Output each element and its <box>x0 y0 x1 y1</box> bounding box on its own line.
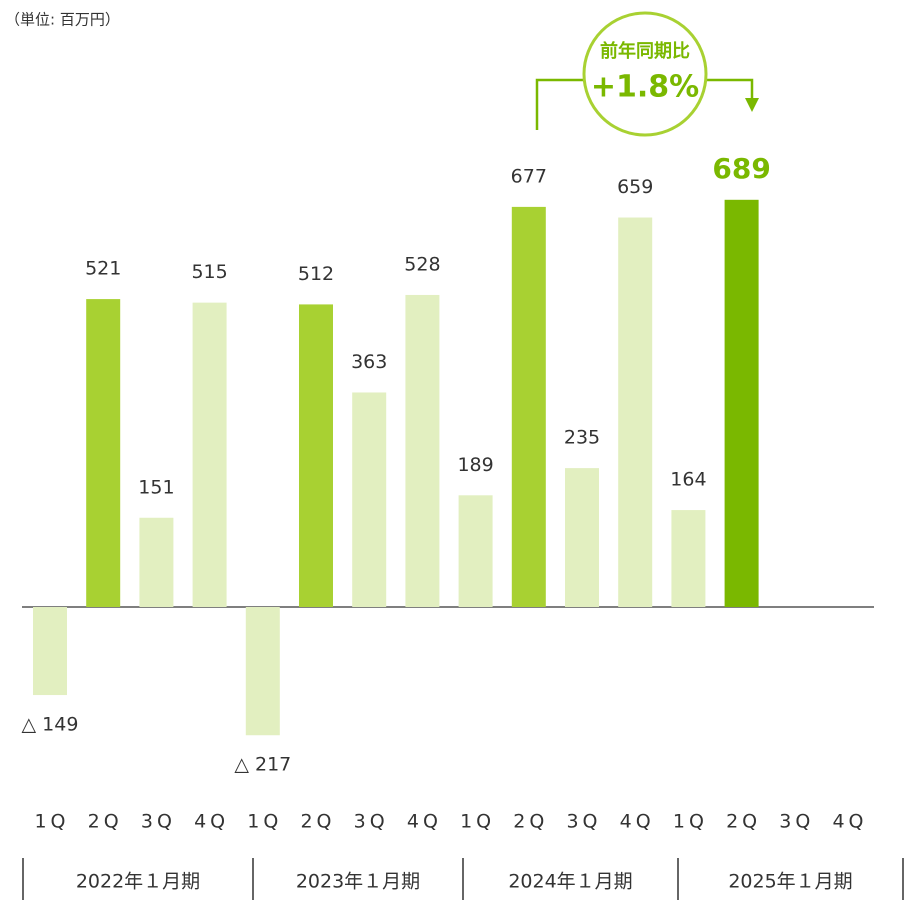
x-tick-label: 4Q <box>832 811 867 833</box>
bar <box>299 304 333 607</box>
x-tick-label: 2Q <box>88 811 123 833</box>
bar <box>671 510 706 607</box>
x-tick-label: 1Q <box>34 811 69 833</box>
value-label: 512 <box>298 263 334 285</box>
value-label: 689 <box>712 152 770 185</box>
x-tick-label: 1Q <box>460 811 495 833</box>
x-tick-label: 2Q <box>726 811 761 833</box>
x-tick-label: 3Q <box>779 811 814 833</box>
x-tick-label: 3Q <box>566 811 601 833</box>
bar <box>618 217 653 607</box>
group-label: 2023年１月期 <box>296 871 420 893</box>
value-label: 235 <box>564 427 600 449</box>
value-label: 515 <box>191 261 227 283</box>
value-label: 164 <box>670 469 706 491</box>
x-tick-label: 3Q <box>141 811 176 833</box>
group-label: 2025年１月期 <box>728 871 852 893</box>
group-label: 2024年１月期 <box>508 871 632 893</box>
x-tick-label: 4Q <box>620 811 655 833</box>
bar <box>352 392 387 607</box>
x-tick-label: 4Q <box>194 811 229 833</box>
annotation-change: +1.8% <box>591 70 699 105</box>
bar <box>139 517 174 607</box>
bar <box>405 294 440 607</box>
group-label: 2022年１月期 <box>76 871 200 893</box>
value-label: 189 <box>457 454 493 476</box>
bar <box>511 206 546 607</box>
bar <box>458 495 493 607</box>
bar <box>565 468 599 607</box>
bar <box>245 607 280 736</box>
bar <box>86 299 121 607</box>
annotation-arrow <box>535 78 754 130</box>
x-tick-label: 3Q <box>354 811 389 833</box>
annotation-label: 前年同期比 <box>600 40 690 62</box>
annotation-circle <box>582 11 708 137</box>
value-label: △ 149 <box>22 714 79 736</box>
value-label: 363 <box>351 351 387 373</box>
bar <box>724 199 759 607</box>
x-tick-label: 1Q <box>247 811 282 833</box>
value-label: △ 217 <box>234 754 291 776</box>
x-tick-label: 1Q <box>673 811 708 833</box>
x-tick-label: 4Q <box>407 811 442 833</box>
value-label: 528 <box>404 253 440 275</box>
value-label: 677 <box>511 165 547 187</box>
unit-label: （単位: 百万円） <box>5 11 120 29</box>
x-tick-label: 2Q <box>300 811 335 833</box>
value-label: 151 <box>138 476 174 498</box>
arrow-head <box>745 98 759 112</box>
value-label: 521 <box>85 258 121 280</box>
bar <box>33 607 67 696</box>
bar <box>192 302 227 607</box>
x-tick-label: 2Q <box>513 811 548 833</box>
value-label: 659 <box>617 176 653 198</box>
